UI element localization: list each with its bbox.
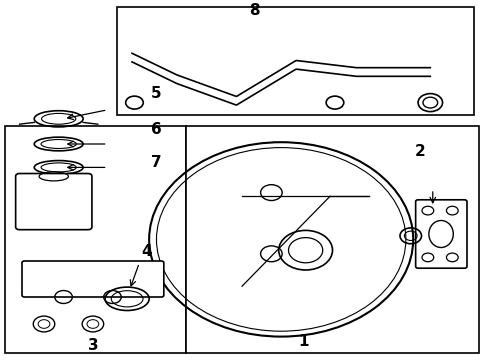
- Text: 7: 7: [151, 154, 162, 170]
- FancyBboxPatch shape: [415, 200, 466, 268]
- Text: 5: 5: [151, 86, 162, 101]
- Text: 2: 2: [414, 144, 425, 159]
- Text: 3: 3: [87, 338, 98, 353]
- Text: 6: 6: [151, 122, 162, 137]
- Text: 1: 1: [297, 334, 308, 350]
- Bar: [5, 126, 185, 353]
- Text: 8: 8: [248, 3, 259, 18]
- FancyBboxPatch shape: [16, 174, 92, 230]
- Bar: [117, 7, 473, 115]
- FancyBboxPatch shape: [22, 261, 163, 297]
- Text: 4: 4: [141, 244, 152, 260]
- Bar: [185, 126, 478, 353]
